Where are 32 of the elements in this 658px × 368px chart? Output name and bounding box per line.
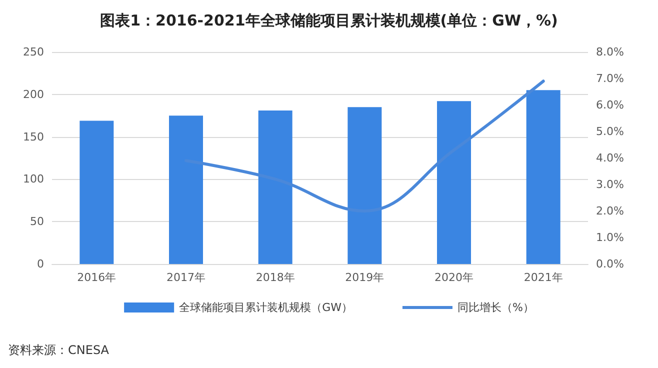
y2-tick-label: 2.0%: [596, 204, 624, 218]
legend-label: 同比增长（%）: [457, 301, 534, 314]
x-tick-label: 2016年: [77, 271, 116, 284]
y2-tick-label: 5.0%: [596, 125, 624, 138]
chart-title: 图表1：2016-2021年全球储能项目累计装机规模(单位：GW，%): [100, 12, 558, 30]
bar: [437, 101, 471, 264]
x-tick-label: 2018年: [256, 271, 295, 284]
bar: [526, 90, 560, 264]
x-tick-label: 2019年: [345, 271, 384, 284]
y-tick-label: 0: [37, 258, 44, 270]
y2-tick-label: 7.0%: [596, 72, 624, 85]
y-tick-label: 150: [23, 130, 44, 144]
y2-tick-label: 8.0%: [596, 46, 624, 58]
x-tick-label: 2021年: [524, 271, 563, 284]
bar: [348, 107, 382, 264]
y2-tick-label: 3.0%: [596, 178, 624, 191]
y-tick-label: 50: [30, 215, 44, 228]
y2-tick-label: 1.0%: [596, 231, 624, 244]
bar: [169, 116, 203, 264]
legend-label: 全球储能项目累计装机规模（GW）: [179, 301, 352, 314]
bar: [258, 110, 292, 264]
y-tick-label: 200: [23, 88, 44, 101]
x-tick-label: 2017年: [166, 271, 206, 284]
bar: [80, 120, 114, 264]
y-tick-label: 100: [23, 172, 44, 186]
x-tick-label: 2020年: [434, 271, 474, 284]
y-tick-label: 250: [23, 46, 44, 58]
line-series: [184, 80, 545, 212]
y2-tick-label: 4.0%: [596, 152, 624, 164]
text: 资料来源：CNESA: [8, 343, 110, 357]
y2-tick-label: 6.0%: [596, 98, 624, 112]
y2-tick-label: 0.0%: [596, 258, 624, 270]
